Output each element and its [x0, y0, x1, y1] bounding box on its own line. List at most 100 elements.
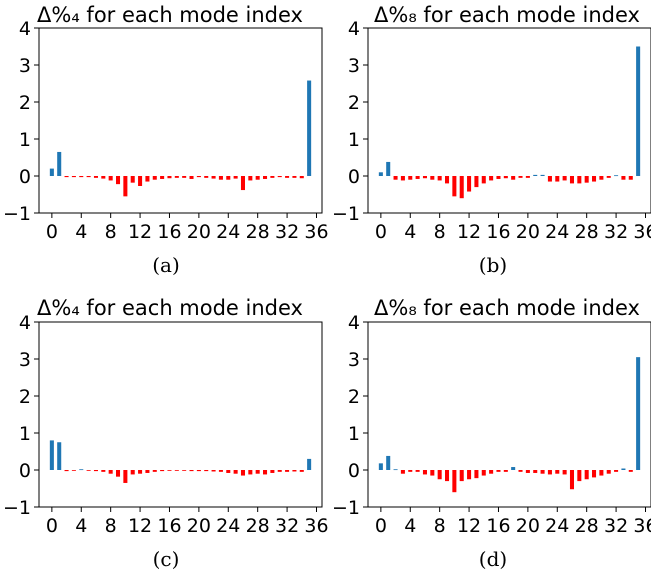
y-tick-label: 4 — [348, 312, 360, 334]
bar-mark — [196, 176, 201, 178]
chart-title: Δ%₄ for each mode index — [37, 3, 303, 27]
y-tick-label: 2 — [19, 386, 31, 408]
bar-mark — [248, 470, 253, 475]
bar-mark — [174, 470, 179, 471]
bar-mark — [614, 175, 619, 177]
y-tick-label: 4 — [19, 18, 31, 40]
bar-mark — [292, 176, 297, 178]
bar-mark — [64, 470, 69, 472]
bar-mark — [292, 470, 297, 472]
x-tick-label: 4 — [75, 515, 87, 537]
bar-mark — [174, 176, 179, 178]
bar-mark — [489, 470, 494, 474]
bar-mark — [569, 470, 574, 490]
x-tick-label: 20 — [516, 221, 540, 243]
bar-mark — [496, 176, 501, 179]
bar-mark — [263, 470, 268, 475]
bar-mark — [218, 176, 223, 180]
bar-mark — [555, 176, 560, 182]
bar-mark — [481, 176, 486, 184]
x-tick-label: 32 — [604, 515, 628, 537]
bar-mark — [49, 440, 54, 470]
x-tick-label: 36 — [304, 221, 328, 243]
x-tick-label: 24 — [545, 515, 569, 537]
bar-mark — [226, 176, 231, 180]
bar-mark — [152, 176, 157, 180]
bar-mark — [211, 470, 216, 472]
y-tick-label: 3 — [19, 55, 31, 77]
plot-frame — [38, 321, 323, 508]
bar-mark — [518, 176, 523, 178]
panel-caption: (d) — [479, 547, 507, 571]
bar-mark — [628, 176, 633, 180]
y-tick-label: 0 — [348, 460, 360, 482]
bar-mark — [240, 176, 245, 191]
x-tick-label: 8 — [434, 515, 446, 537]
bar-mark — [307, 458, 312, 470]
x-tick-label: 20 — [187, 515, 211, 537]
bar-mark — [408, 176, 413, 180]
x-tick-label: 4 — [404, 515, 416, 537]
bar-mark — [540, 470, 545, 474]
x-tick-label: 0 — [46, 221, 58, 243]
bar-mark — [116, 176, 121, 185]
bar-mark — [606, 470, 611, 474]
bar-mark — [86, 176, 91, 178]
x-tick-label: 32 — [275, 221, 299, 243]
x-tick-label: 28 — [246, 515, 270, 537]
bar-mark — [240, 470, 245, 476]
bar-mark — [621, 468, 626, 470]
bar-mark — [599, 470, 604, 476]
bar-mark — [562, 470, 567, 475]
bar-mark — [196, 470, 201, 472]
bar-mark — [307, 80, 312, 176]
bar-mark — [182, 470, 187, 471]
bar-mark — [130, 470, 135, 475]
bar-mark — [263, 176, 268, 179]
x-tick-label: 20 — [516, 515, 540, 537]
y-tick-label: 1 — [19, 423, 31, 445]
x-tick-label: 24 — [545, 221, 569, 243]
y-tick-label: 2 — [348, 386, 360, 408]
bar-mark — [540, 174, 545, 176]
bar-mark — [204, 470, 209, 472]
x-tick-label: 16 — [157, 221, 181, 243]
bar-mark — [71, 470, 76, 471]
y-tick-label: 4 — [348, 18, 360, 40]
bar-mark — [569, 176, 574, 184]
bar-mark — [636, 357, 641, 470]
y-tick-label: 0 — [19, 166, 31, 188]
bar-mark — [248, 176, 253, 181]
bar-mark — [496, 470, 501, 472]
bar-mark — [211, 176, 216, 179]
bar-mark — [481, 470, 486, 476]
bar-mark — [299, 176, 304, 179]
bar-mark — [138, 470, 143, 474]
bar-mark — [511, 467, 516, 470]
y-tick-label: 3 — [348, 55, 360, 77]
bar-mark — [285, 176, 290, 178]
bar-mark — [138, 176, 143, 186]
y-tick-label: 3 — [19, 349, 31, 371]
bar-mark — [79, 469, 84, 471]
bar-mark — [167, 470, 172, 471]
x-tick-label: 4 — [75, 221, 87, 243]
bar-mark — [415, 470, 420, 472]
x-tick-label: 32 — [275, 515, 299, 537]
bar-mark — [636, 46, 641, 176]
bar-mark — [93, 176, 98, 178]
bar-mark — [422, 176, 427, 179]
chart-title: Δ%₄ for each mode index — [37, 296, 303, 320]
plot-frame — [367, 321, 651, 508]
bar-mark — [621, 176, 626, 180]
bar-mark — [533, 470, 538, 473]
x-tick-label: 4 — [404, 221, 416, 243]
bar-mark — [189, 470, 194, 472]
bar-mark — [584, 176, 589, 183]
bar-mark — [218, 470, 223, 472]
x-tick-label: 36 — [633, 221, 651, 243]
y-tick-label: −1 — [332, 497, 360, 519]
